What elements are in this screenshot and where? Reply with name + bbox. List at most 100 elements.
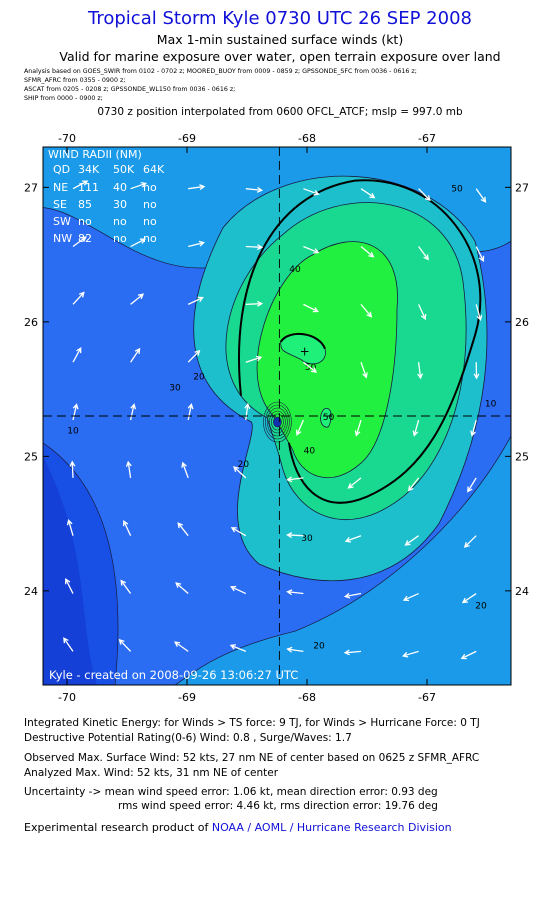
wind-arrow bbox=[286, 532, 304, 539]
wind-arrow bbox=[245, 355, 263, 363]
wind-arrow bbox=[129, 403, 137, 421]
wind-arrow bbox=[303, 245, 320, 254]
wind-radii-cell: no bbox=[143, 198, 157, 211]
wind-arrow bbox=[245, 300, 264, 307]
credit-prefix: Experimental research product of bbox=[24, 821, 212, 834]
wind-arrow bbox=[125, 460, 132, 478]
radius-34kt-line bbox=[237, 179, 482, 504]
wind-radii-cell: no bbox=[143, 215, 157, 228]
wind-arrow bbox=[475, 188, 487, 203]
wind-arrow bbox=[72, 236, 87, 248]
wind-arrow bbox=[402, 592, 419, 602]
wind-arrow bbox=[473, 362, 480, 380]
wind-arrow bbox=[401, 650, 419, 658]
wind-arrow bbox=[72, 346, 82, 363]
wind-arrow bbox=[229, 644, 247, 652]
wind-arrow bbox=[470, 419, 477, 437]
wind-arrow bbox=[303, 188, 320, 196]
wind-radii-cell: no bbox=[113, 232, 127, 245]
field-band-low-core bbox=[43, 456, 97, 685]
validity-note: Valid for marine exposure over water, op… bbox=[59, 49, 501, 64]
x-tick-label-bottom: -68 bbox=[298, 691, 316, 704]
wind-radii-cell: 40 bbox=[113, 181, 127, 194]
wind-arrow bbox=[63, 637, 74, 652]
wind-arrow bbox=[354, 419, 362, 437]
wind-arrow bbox=[230, 527, 247, 537]
wind-radii-cell: SW bbox=[53, 215, 71, 228]
wind-arrow bbox=[475, 246, 485, 263]
wind-arrow bbox=[360, 361, 368, 379]
wind-radii-cell: no bbox=[143, 232, 157, 245]
wind-radii-cell: 82 bbox=[78, 232, 92, 245]
wind-arrow bbox=[66, 519, 74, 536]
credit-organization[interactable]: NOAA / AOML / Hurricane Research Divisio… bbox=[211, 821, 452, 834]
wind-arrow bbox=[360, 188, 376, 199]
x-tick-label-top: -69 bbox=[178, 132, 196, 145]
wind-radii-header: 34K bbox=[78, 163, 100, 176]
wind-arrow bbox=[69, 460, 76, 478]
contour-label: 40 bbox=[289, 265, 301, 275]
wind-radii-cell: 85 bbox=[78, 198, 92, 211]
y-tick-label-left: 27 bbox=[24, 181, 38, 194]
wind-arrow bbox=[177, 522, 189, 537]
max-wind-marker: + bbox=[300, 344, 310, 358]
gradient-ring bbox=[263, 401, 292, 443]
y-tick-label-left: 26 bbox=[24, 316, 38, 329]
wind-arrow bbox=[404, 535, 419, 546]
wind-arrow bbox=[245, 244, 264, 251]
wind-radii-title: WIND RADII (NM) bbox=[48, 148, 142, 161]
wind-arrow bbox=[187, 403, 194, 421]
observed-max-wind: Observed Max. Surface Wind: 52 kts, 27 n… bbox=[24, 752, 480, 764]
wind-arrow bbox=[286, 646, 304, 653]
wind-arrow bbox=[188, 184, 206, 191]
gradient-ring bbox=[265, 404, 290, 440]
wind-radii-cell: NE bbox=[53, 181, 68, 194]
source-line: SFMR_AFRC from 0355 - 0900 z; bbox=[24, 77, 126, 84]
wind-arrow bbox=[417, 362, 424, 380]
wind-arrow bbox=[174, 641, 189, 652]
x-tick-label-top: -70 bbox=[58, 132, 76, 145]
contour-label: 20 bbox=[313, 642, 325, 652]
wind-arrow bbox=[187, 349, 201, 363]
contour-label: 30 bbox=[301, 534, 313, 544]
wind-arrow bbox=[418, 246, 429, 261]
wind-arrow bbox=[130, 293, 145, 305]
uncertainty-line-2: rms wind speed error: 4.46 kt, rms direc… bbox=[118, 800, 438, 812]
plot-frame bbox=[42, 146, 512, 686]
source-line: SHIP from 0000 - 0900 z; bbox=[24, 95, 103, 102]
wind-radii-cell: SE bbox=[53, 198, 67, 211]
x-tick-label-bottom: -69 bbox=[178, 691, 196, 704]
wind-arrow bbox=[286, 589, 304, 596]
wind-arrow bbox=[344, 535, 362, 543]
wind-radii-cell: no bbox=[113, 215, 127, 228]
credit-line: Experimental research product of NOAA / … bbox=[24, 821, 452, 834]
wind-arrow bbox=[122, 519, 132, 536]
wind-radii-header: QD bbox=[53, 163, 70, 176]
y-tick-label-right: 25 bbox=[515, 450, 529, 463]
contour-label: 10 bbox=[67, 426, 79, 436]
x-tick-label-bottom: -67 bbox=[418, 691, 436, 704]
wind-arrow bbox=[463, 535, 477, 548]
wind-radii-cell: no bbox=[78, 215, 92, 228]
wind-arrow bbox=[72, 403, 79, 421]
dpr-text: Destructive Potential Rating(0-6) Wind: … bbox=[24, 732, 352, 744]
wind-arrow bbox=[286, 476, 304, 483]
contour-label: 20 bbox=[475, 601, 487, 611]
wind-arrow bbox=[72, 180, 89, 190]
x-tick-label-top: -68 bbox=[298, 132, 316, 145]
wind-arrow bbox=[303, 303, 319, 313]
position-note: 0730 z position interpolated from 0600 O… bbox=[97, 106, 463, 118]
ike-text: Integrated Kinetic Energy: for Winds > T… bbox=[24, 717, 480, 729]
wind-radii-cell: no bbox=[143, 181, 157, 194]
wind-arrow bbox=[130, 238, 147, 248]
gradient-ring bbox=[269, 410, 286, 434]
wind-arrow bbox=[347, 477, 362, 489]
x-tick-label-bottom: -70 bbox=[58, 691, 76, 704]
wind-arrow bbox=[188, 240, 206, 248]
wind-arrow bbox=[412, 419, 420, 437]
wind-arrow bbox=[245, 186, 264, 193]
y-tick-label-left: 24 bbox=[24, 585, 38, 598]
contour-label: 40 bbox=[304, 447, 316, 457]
wind-arrow bbox=[64, 578, 74, 594]
y-tick-label-right: 26 bbox=[515, 316, 529, 329]
